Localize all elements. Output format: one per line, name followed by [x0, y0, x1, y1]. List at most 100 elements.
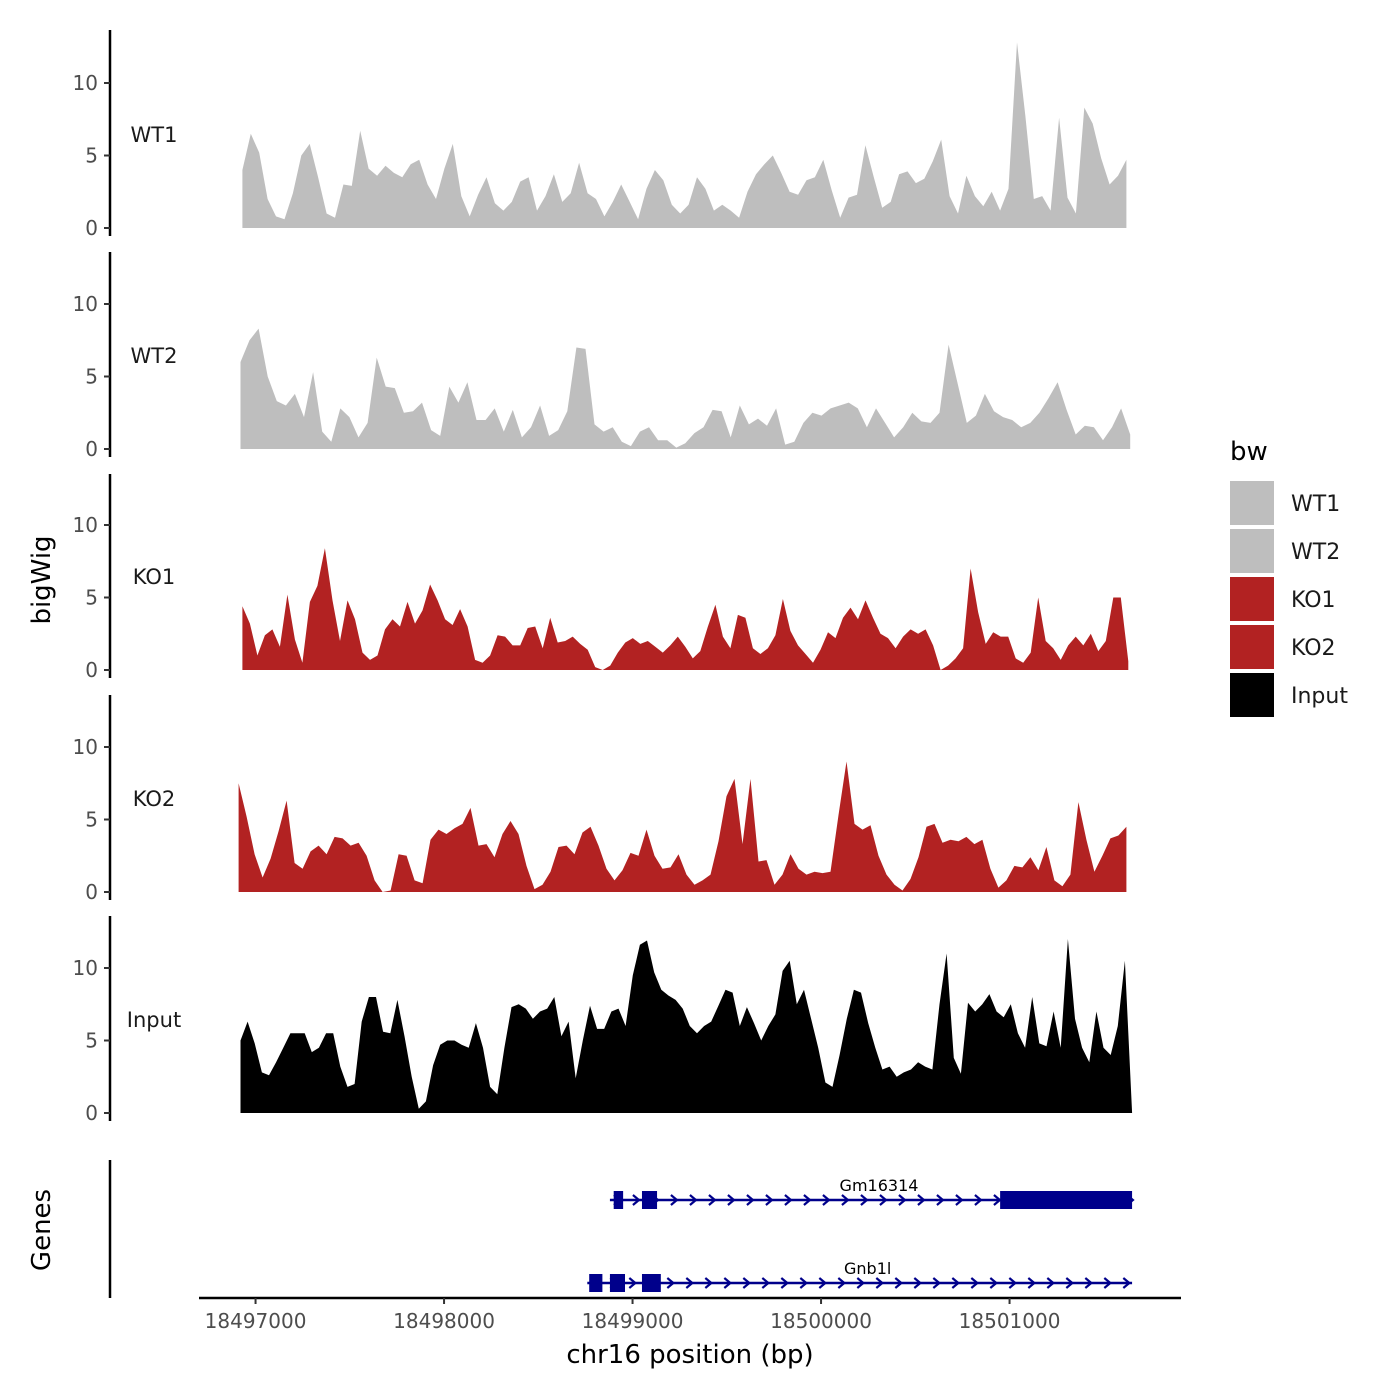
strand-arrow-icon	[723, 1277, 733, 1289]
gene-exon	[1000, 1191, 1133, 1209]
legend-item-wt2: WT2	[1230, 529, 1340, 573]
legend-label: WT2	[1291, 540, 1340, 565]
y-tick-label: 0	[85, 1101, 98, 1125]
gene-gm16314: Gm16314	[609, 1176, 1135, 1209]
strand-arrow-icon	[1103, 1277, 1113, 1289]
strand-arrow-icon	[955, 1194, 964, 1206]
strand-arrow-icon	[704, 1277, 714, 1289]
legend-swatch	[1230, 481, 1274, 525]
legend-item-ko1: KO1	[1230, 577, 1336, 621]
track-ko1: 0 5 10 KO1	[73, 474, 1129, 682]
strand-arrow-icon	[803, 1194, 812, 1206]
y-tick-label: 5	[85, 144, 98, 168]
legend-swatch	[1230, 673, 1274, 717]
gene-gnb1l: Gnb1l	[587, 1259, 1133, 1292]
strand-arrow-icon	[1122, 1277, 1132, 1289]
gene-annotation-track: Gm16314 Gnb1l	[108, 1160, 1135, 1298]
x-axis: 18497000 18498000 18499000 18500000 18501000	[199, 1296, 1181, 1333]
legend-swatch	[1230, 529, 1274, 573]
y-tick-label: 5	[85, 365, 98, 389]
strand-arrow-icon	[936, 1194, 945, 1206]
gene-exon	[609, 1274, 626, 1292]
strand-arrow-icon	[666, 1277, 676, 1289]
coverage-tracks: 0 5 10 WT1 0 5 10 WT2 0 5 10 KO1 0 5 10 KO2 0 5 10 Input	[73, 30, 1133, 1125]
strand-arrow-icon	[841, 1194, 850, 1206]
strand-arrow-icon	[894, 1277, 904, 1289]
gene-exon	[641, 1191, 658, 1209]
x-tick-label: 18498000	[393, 1309, 495, 1333]
gene-label: Gnb1l	[844, 1259, 891, 1278]
y-tick-label: 10	[73, 735, 98, 759]
gene-exon	[613, 1191, 624, 1209]
track-label: KO1	[133, 565, 176, 589]
coverage-area-input	[240, 939, 1133, 1113]
y-tick-label: 0	[85, 658, 98, 682]
y-tick-label: 5	[85, 1029, 98, 1053]
strand-arrow-icon	[932, 1277, 942, 1289]
strand-arrow-icon	[742, 1277, 752, 1289]
strand-arrow-icon	[917, 1194, 926, 1206]
strand-arrow-icon	[689, 1194, 698, 1206]
strand-arrow-icon	[1027, 1277, 1037, 1289]
strand-arrow-icon	[837, 1277, 847, 1289]
y-tick-label: 0	[85, 437, 98, 461]
legend-label: KO1	[1291, 588, 1336, 613]
strand-arrow-icon	[913, 1277, 923, 1289]
gene-label: Gm16314	[840, 1176, 919, 1195]
legend-label: WT1	[1291, 492, 1340, 517]
y-tick-label: 5	[85, 808, 98, 832]
x-tick-label: 18497000	[205, 1309, 307, 1333]
strand-arrow-icon	[951, 1277, 961, 1289]
legend-item-ko2: KO2	[1230, 625, 1336, 669]
strand-arrow-icon	[989, 1277, 999, 1289]
track-label: WT1	[131, 123, 178, 147]
strand-arrow-icon	[685, 1277, 695, 1289]
legend-swatch	[1230, 577, 1274, 621]
x-tick-label: 18499000	[582, 1309, 684, 1333]
y-tick-label: 0	[85, 880, 98, 904]
coverage-area-ko1	[242, 548, 1129, 670]
y-tick-label: 5	[85, 586, 98, 610]
strand-arrow-icon	[761, 1277, 771, 1289]
y-tick-label: 10	[73, 292, 98, 316]
strand-arrow-icon	[727, 1194, 736, 1206]
track-ko2: 0 5 10 KO2	[73, 695, 1127, 904]
strand-arrow-icon	[799, 1277, 809, 1289]
track-wt1: 0 5 10 WT1	[73, 30, 1127, 240]
track-label: Input	[127, 1008, 181, 1032]
strand-arrow-icon	[822, 1194, 831, 1206]
strand-arrow-icon	[746, 1194, 755, 1206]
strand-arrow-icon	[993, 1194, 1002, 1206]
y-tick-label: 10	[73, 71, 98, 95]
genes-axis-title: Genes	[27, 1189, 57, 1271]
strand-arrow-icon	[1065, 1277, 1075, 1289]
y-tick-label: 10	[73, 513, 98, 537]
strand-arrow-icon	[628, 1277, 638, 1289]
gene-exon	[641, 1274, 661, 1292]
strand-arrow-icon	[1084, 1277, 1094, 1289]
strand-arrow-icon	[708, 1194, 717, 1206]
y-tick-label: 10	[73, 956, 98, 980]
legend-item-input: Input	[1230, 673, 1348, 717]
strand-arrow-icon	[879, 1194, 888, 1206]
track-label: WT2	[131, 344, 178, 368]
strand-arrow-icon	[974, 1194, 983, 1206]
strand-arrow-icon	[780, 1277, 790, 1289]
legend-label: Input	[1291, 684, 1348, 709]
x-tick-label: 18501000	[959, 1309, 1061, 1333]
x-tick-label: 18500000	[770, 1309, 872, 1333]
strand-arrow-icon	[1046, 1277, 1056, 1289]
track-label: KO2	[133, 787, 176, 811]
y-axis-title: bigWig	[27, 535, 57, 624]
strand-arrow-icon	[632, 1194, 641, 1206]
legend: bw WT1 WT2 KO1 KO2 Input	[1230, 437, 1348, 717]
track-wt2: 0 5 10 WT2	[73, 252, 1131, 461]
strand-arrow-icon	[856, 1277, 866, 1289]
strand-arrow-icon	[970, 1277, 980, 1289]
legend-swatch	[1230, 625, 1274, 669]
strand-arrow-icon	[818, 1277, 828, 1289]
strand-arrow-icon	[784, 1194, 793, 1206]
strand-arrow-icon	[765, 1194, 774, 1206]
coverage-area-wt1	[242, 42, 1127, 229]
